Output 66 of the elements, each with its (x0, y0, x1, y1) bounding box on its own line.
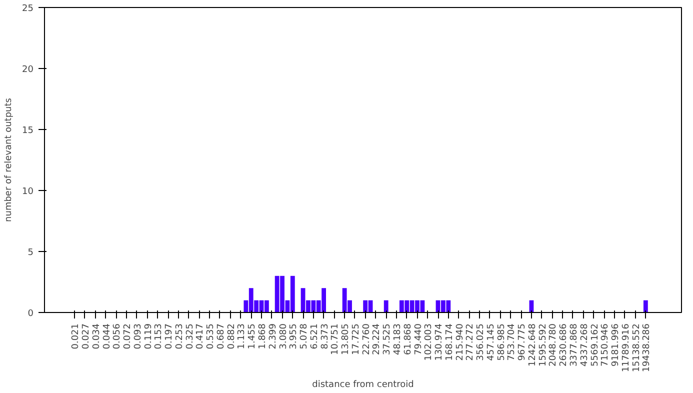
x-tick-label: 3.955 (289, 324, 300, 350)
x-tick-label: 0.253 (174, 324, 185, 350)
y-tick-label: 5 (28, 248, 34, 258)
x-tick-label: 0.034 (92, 323, 102, 350)
y-axis-title: number of relevant outputs (4, 98, 14, 222)
x-tick-label: 5.078 (300, 323, 310, 350)
x-tick-label: 13.805 (341, 323, 352, 355)
x-tick-label: 2630.686 (559, 323, 570, 366)
x-tick-label: 586.985 (496, 324, 507, 361)
y-tick-label: 25 (22, 4, 34, 14)
x-tick-label: 277.272 (466, 324, 476, 361)
x-tick-label: 0.072 (123, 324, 134, 350)
x-axis-title: distance from centroid (312, 380, 414, 390)
x-tick-label: 0.093 (133, 324, 144, 350)
x-tick-label: 3377.868 (569, 323, 580, 366)
y-tick-label: 20 (22, 65, 34, 75)
x-tick-label: 1595.592 (538, 323, 548, 366)
x-tick-label: 15138.552 (632, 323, 642, 372)
x-tick-label: 9181.996 (611, 323, 622, 366)
x-tick-label: 967.775 (518, 324, 528, 361)
x-tick-label: 79.440 (414, 323, 424, 355)
x-tick-label: 37.525 (382, 323, 393, 355)
x-tick-label: 11789.916 (621, 323, 632, 372)
x-tick-label: 457.145 (486, 324, 496, 361)
y-tick-label: 10 (22, 187, 34, 197)
x-tick-label: 0.882 (226, 324, 237, 350)
x-tick-label: 0.021 (71, 324, 82, 350)
x-tick-label: 1.868 (258, 323, 268, 350)
x-tick-label: 7150.946 (600, 323, 611, 366)
x-tick-label: 2048.780 (548, 323, 559, 366)
x-tick-label: 29.224 (372, 323, 382, 355)
x-tick-label: 17.725 (351, 323, 362, 355)
x-tick-label: 0.044 (102, 323, 112, 350)
x-tick-label: 48.183 (392, 323, 403, 355)
x-tick-label: 10.751 (330, 323, 341, 355)
x-tick-label: 1.455 (248, 324, 258, 350)
bar (643, 300, 648, 312)
x-tick-label: 0.197 (164, 324, 175, 350)
x-tick-label: 130.974 (434, 323, 445, 361)
x-tick-label: 2.399 (268, 323, 278, 350)
x-tick-label: 0.325 (185, 324, 196, 350)
x-tick-label: 102.003 (424, 324, 434, 361)
x-tick-label: 753.704 (507, 323, 518, 361)
x-tick-label: 4337.268 (580, 323, 590, 366)
x-tick-label: 3.080 (278, 323, 289, 350)
x-tick-label: 1.133 (237, 324, 248, 350)
x-tick-label: 61.868 (403, 323, 414, 355)
x-tick-label: 19438.286 (642, 323, 652, 372)
x-tick-label: 168.174 (444, 323, 455, 361)
x-tick-label: 0.687 (216, 324, 226, 350)
x-tick-label: 215.940 (455, 323, 466, 361)
x-tick-label: 5569.162 (590, 323, 600, 366)
x-tick-label: 1242.648 (528, 323, 538, 366)
x-tick-label: 0.417 (196, 324, 206, 350)
bar (384, 300, 388, 312)
y-tick-label: 15 (22, 126, 34, 136)
y-tick-label: 0 (28, 309, 34, 319)
x-tick-label: 0.119 (144, 323, 154, 350)
x-tick-label: 356.025 (476, 324, 486, 361)
x-tick-label: 8.373 (320, 324, 330, 350)
x-tick-label: 0.056 (112, 323, 123, 350)
x-tick-label: 0.027 (81, 324, 92, 350)
x-tick-label: 22.760 (362, 323, 372, 355)
x-tick-label: 0.535 (206, 324, 216, 350)
x-tick-label: 6.521 (310, 324, 320, 350)
x-tick-label: 0.153 (154, 324, 164, 350)
